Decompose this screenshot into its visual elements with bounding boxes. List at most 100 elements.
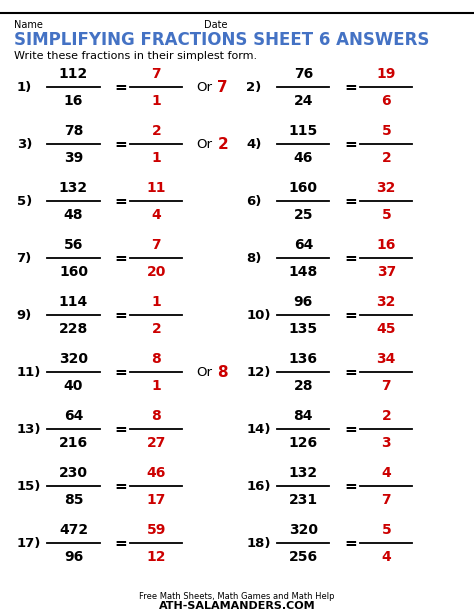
Text: 7: 7 [218,80,228,94]
Text: Or: Or [197,137,213,151]
Text: 96: 96 [294,295,313,308]
Text: 13): 13) [17,422,41,436]
Text: 10): 10) [246,308,271,322]
Text: 6): 6) [246,194,262,208]
Text: 64: 64 [294,238,313,251]
Text: 48: 48 [64,208,83,221]
Text: 12): 12) [246,365,271,379]
Text: 39: 39 [64,151,83,164]
Text: =: = [345,194,357,208]
Text: 5: 5 [382,523,391,536]
Text: =: = [345,365,357,379]
Text: 15): 15) [17,479,41,493]
Text: 7: 7 [382,493,391,506]
Text: 7: 7 [152,238,161,251]
Text: 472: 472 [59,523,88,536]
Text: 19: 19 [377,67,396,80]
Text: SIMPLIFYING FRACTIONS SHEET 6 ANSWERS: SIMPLIFYING FRACTIONS SHEET 6 ANSWERS [14,31,429,48]
Text: Write these fractions in their simplest form.: Write these fractions in their simplest … [14,51,257,61]
Text: 18): 18) [246,536,271,550]
Text: 256: 256 [289,550,318,563]
Text: =: = [345,479,357,493]
Text: 7: 7 [382,379,391,392]
Text: 114: 114 [59,295,88,308]
Text: 231: 231 [289,493,318,506]
Text: 136: 136 [289,352,318,365]
Text: 78: 78 [64,124,83,137]
Text: =: = [115,422,127,436]
Text: 59: 59 [147,523,166,536]
Text: 8: 8 [152,409,161,422]
Text: 12: 12 [146,550,166,563]
Text: 4: 4 [152,208,161,221]
Text: 28: 28 [293,379,313,392]
Text: Or: Or [197,365,213,379]
Text: ATH-SALAMANDERS.COM: ATH-SALAMANDERS.COM [159,601,315,611]
Text: 27: 27 [147,436,166,449]
Text: 132: 132 [59,181,88,194]
Text: =: = [115,479,127,493]
Text: =: = [345,536,357,550]
Text: 5: 5 [382,208,391,221]
Text: 17: 17 [147,493,166,506]
Text: 126: 126 [289,436,318,449]
Text: 2: 2 [382,409,391,422]
Text: 25: 25 [293,208,313,221]
Text: 2: 2 [152,322,161,335]
Text: =: = [345,308,357,322]
Text: 11: 11 [146,181,166,194]
Text: 16): 16) [246,479,271,493]
Text: 7): 7) [17,251,32,265]
Text: Free Math Sheets, Math Games and Math Help: Free Math Sheets, Math Games and Math He… [139,592,335,601]
Text: Name: Name [14,20,43,29]
Text: 230: 230 [59,466,88,479]
Text: 46: 46 [147,466,166,479]
Text: 45: 45 [376,322,396,335]
Text: 135: 135 [289,322,318,335]
Text: =: = [115,251,127,265]
Text: 216: 216 [59,436,88,449]
Text: 160: 160 [59,265,88,278]
Text: 46: 46 [294,151,313,164]
Text: 6: 6 [382,94,391,107]
Text: 115: 115 [289,124,318,137]
Text: 2): 2) [246,80,262,94]
Text: 34: 34 [377,352,396,365]
Text: 17): 17) [17,536,41,550]
Text: 5: 5 [382,124,391,137]
Text: =: = [345,422,357,436]
Text: 16: 16 [377,238,396,251]
Text: 2: 2 [382,151,391,164]
Text: 8: 8 [218,365,228,379]
Text: 148: 148 [289,265,318,278]
Text: 40: 40 [64,379,83,392]
Text: 1): 1) [17,80,32,94]
Text: 24: 24 [293,94,313,107]
Text: 160: 160 [289,181,318,194]
Text: =: = [115,536,127,550]
Text: 11): 11) [17,365,41,379]
Text: =: = [115,137,127,151]
Text: 14): 14) [246,422,271,436]
Text: 76: 76 [294,67,313,80]
Text: 32: 32 [377,295,396,308]
Text: 112: 112 [59,67,88,80]
Text: 7: 7 [152,67,161,80]
Text: 228: 228 [59,322,88,335]
Text: =: = [345,80,357,94]
Text: =: = [345,137,357,151]
Text: 5): 5) [17,194,32,208]
Text: 32: 32 [377,181,396,194]
Text: 2: 2 [152,124,161,137]
Text: 9): 9) [17,308,32,322]
Text: Date: Date [204,20,228,29]
Text: =: = [115,308,127,322]
Text: =: = [115,80,127,94]
Text: 4: 4 [382,466,391,479]
Text: =: = [115,194,127,208]
Text: 1: 1 [152,94,161,107]
Text: =: = [345,251,357,265]
Text: Or: Or [197,80,213,94]
Text: 4): 4) [246,137,262,151]
Text: 1: 1 [152,379,161,392]
